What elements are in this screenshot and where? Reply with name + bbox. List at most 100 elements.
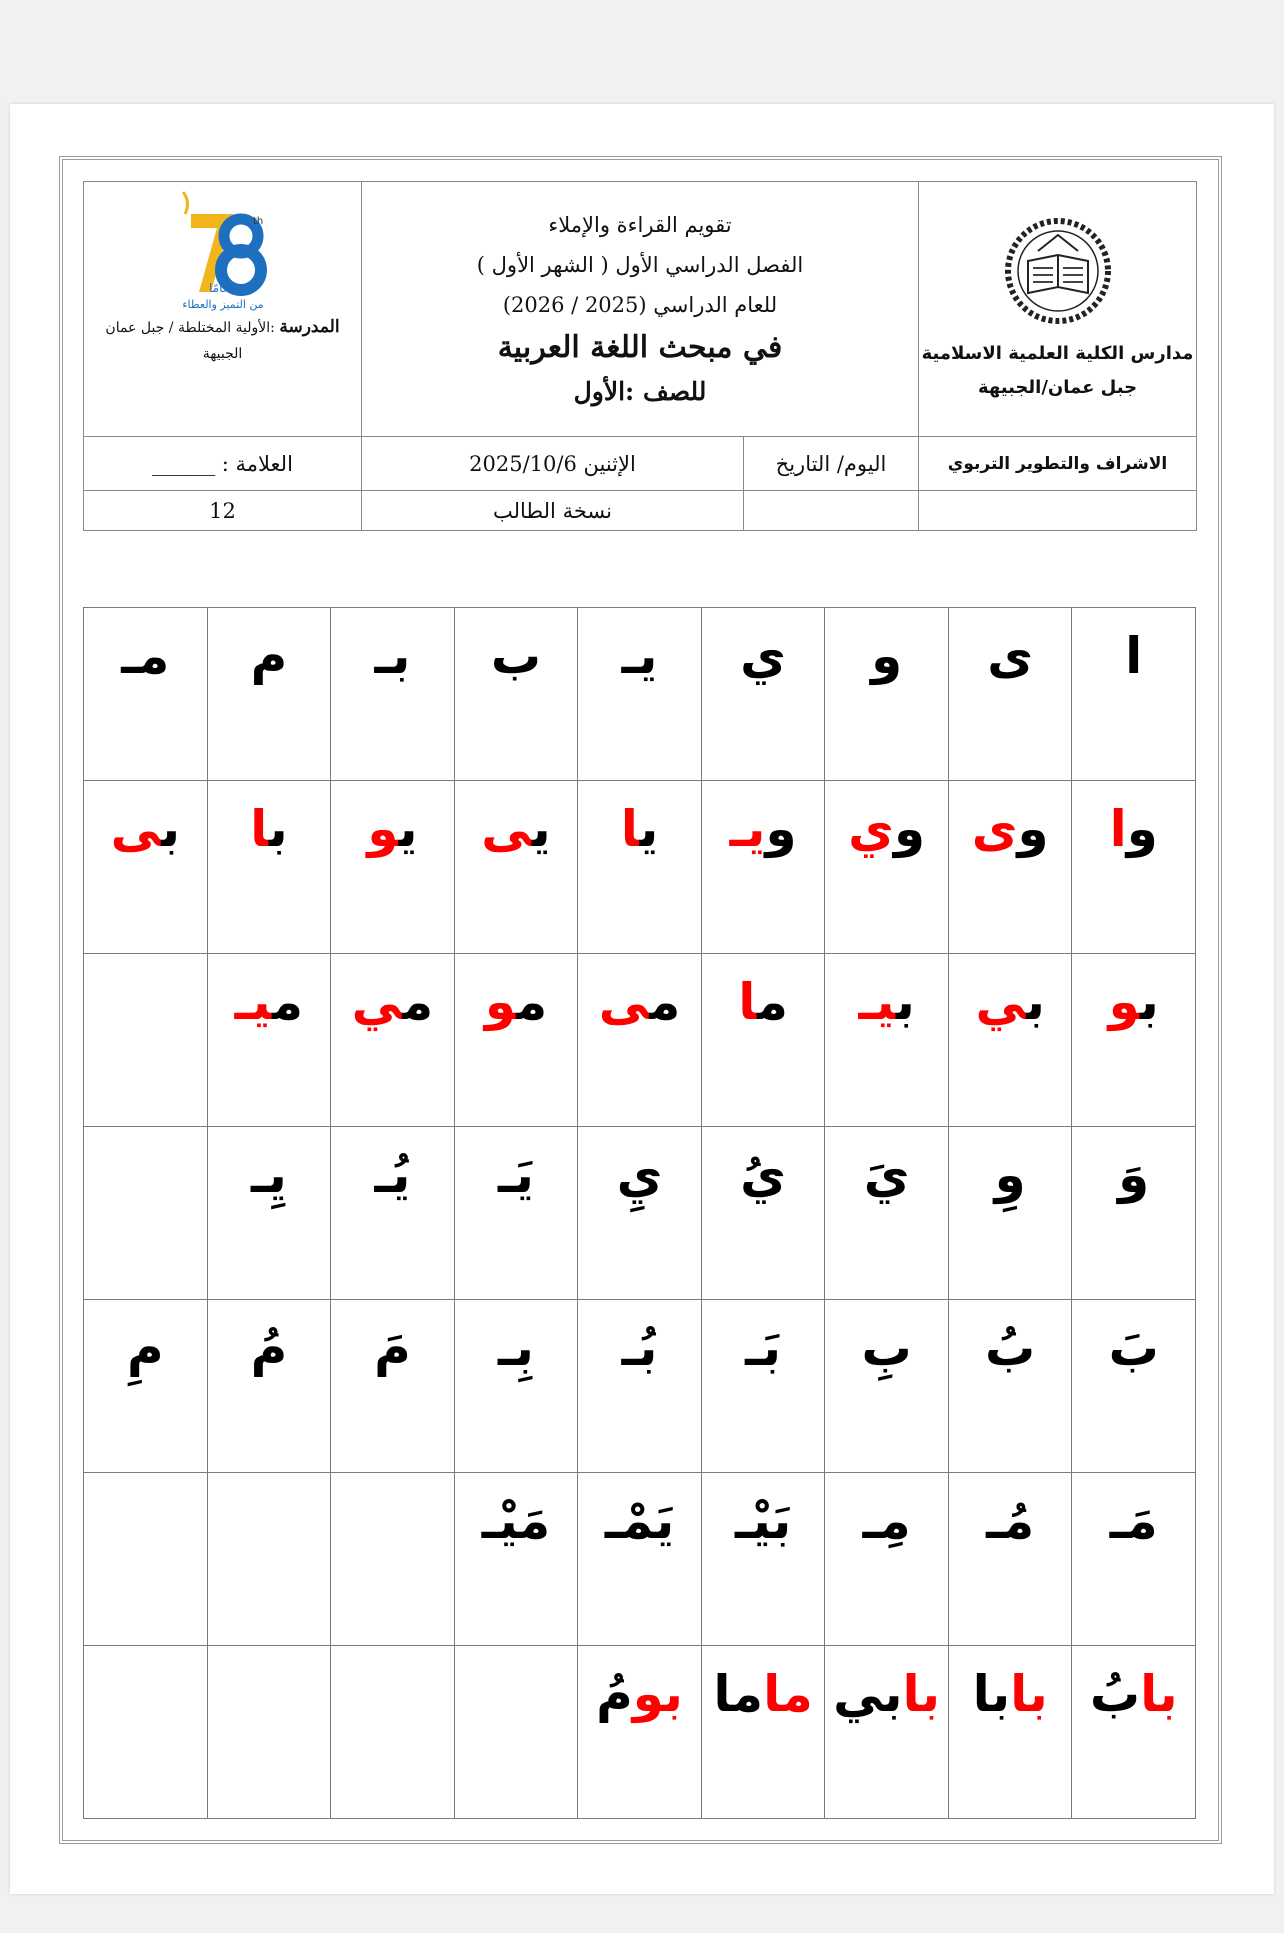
letter: مِـ (862, 1492, 911, 1550)
school-name: المدرسة :الأولية المختلطة / جبل عمان الج… (84, 314, 361, 367)
grid-cell: مَيْـ (453, 1472, 579, 1646)
highlighted-letter: با (1010, 1665, 1048, 1723)
letter: و (894, 800, 926, 858)
highlighted-letter: با (902, 1665, 941, 1723)
grade-title: للصف :الأول (573, 377, 707, 406)
letter: و (765, 800, 797, 858)
letter: ى (987, 627, 1034, 685)
letter: بُـ (621, 1319, 658, 1377)
title-line-1: تقويم القراءة والإملاء (548, 213, 732, 237)
grid-cell: يا (577, 780, 702, 954)
grid-cell: يـ (577, 607, 702, 781)
grid-cell: بابُ (1071, 1645, 1196, 1819)
grid-cell: ماما (700, 1645, 826, 1819)
letter: بي (833, 1665, 903, 1723)
grid-row: مَـ مُـ مِـ بَيْـ يَمْـ مَيْـ (83, 1472, 1196, 1646)
letter: ي (639, 800, 659, 858)
grid-cell (330, 1472, 455, 1646)
empty-cell (918, 490, 1197, 531)
mark-cell: العلامة : ______ (83, 436, 362, 491)
letter: م (756, 973, 788, 1031)
school-label: المدرسة (279, 317, 340, 337)
grid-cell: مِ (83, 1299, 208, 1473)
letters-grid: ا ى و ي يـ ب بـ م مـ وا وى وي ويـ يا يى يو با بى بو بي بيـ ما… (83, 607, 1196, 1819)
grid-cell: بِـ (453, 1299, 579, 1473)
grid-cell: ميـ (206, 953, 332, 1127)
grid-cell: يَـ (453, 1126, 579, 1300)
institution-line-1: مدارس الكلية العلمية الاسلامية (921, 343, 1194, 364)
grid-cell: يى (453, 780, 579, 954)
letter: يُـ (374, 1146, 411, 1204)
subject-title: في مبحث اللغة العربية (497, 330, 783, 365)
letter: يُ (740, 1146, 786, 1204)
letter: ب (161, 800, 180, 858)
letter: ب (895, 973, 915, 1031)
letter: با (972, 1665, 1011, 1723)
grid-cell: ب (453, 607, 579, 781)
letter: ي (740, 627, 786, 685)
letter: ي (531, 800, 551, 858)
grid-cell: مَ (330, 1299, 455, 1473)
letter: ب (490, 627, 542, 685)
grid-cell: بابا (947, 1645, 1073, 1819)
title-line-3: للعام الدراسي (2025 / 2026) (502, 293, 778, 317)
highlighted-letter: با (1140, 1665, 1178, 1723)
grid-cell: مى (577, 953, 702, 1127)
grid-cell: يَ (824, 1126, 949, 1300)
letter: م (649, 973, 681, 1031)
highlighted-letter: ا (1109, 800, 1127, 858)
institution-line-2: جبل عمان/الجبيهة (977, 377, 1138, 398)
grid-cell: ما (700, 953, 826, 1127)
date-value: الإثنين 2025/10/6 (361, 436, 744, 491)
grid-cell: م (206, 607, 332, 781)
grid-cell: بَـ (700, 1299, 826, 1473)
institution-cell: مدارس الكلية العلمية الاسلامية جبل عمان/… (918, 181, 1197, 437)
letter: ما (713, 1665, 764, 1723)
letter: م (250, 627, 288, 685)
letter: بَيْـ (734, 1492, 792, 1550)
grid-cell: مُـ (947, 1472, 1073, 1646)
grid-cell: و (824, 607, 949, 781)
letter: بُ (1089, 1665, 1141, 1723)
header-table: th عامًا من التميز والعطاء المدرسة :الأو… (83, 181, 1197, 531)
grid-cell: بِ (824, 1299, 949, 1473)
letter: و (1126, 800, 1158, 858)
grid-cell: بو (1071, 953, 1196, 1127)
highlighted-letter: بو (632, 1665, 683, 1723)
letter: مَ (374, 1319, 411, 1377)
date-label: اليوم/ التاريخ (743, 436, 919, 491)
grid-cell (330, 1645, 455, 1819)
mark-blank[interactable]: ______ (152, 451, 216, 476)
page-border (59, 156, 1222, 1844)
department-label: الاشراف والتطوير التربوي (918, 436, 1197, 491)
highlighted-letter: و (367, 800, 399, 858)
letter: مَيْـ (481, 1492, 551, 1550)
mark-value: 12 (83, 490, 362, 531)
grid-cell: مُ (206, 1299, 332, 1473)
letter: ي (398, 800, 418, 858)
highlighted-letter: ا (620, 800, 640, 858)
grid-cell: وَ (1071, 1126, 1196, 1300)
anniversary-logo: th عامًا من التميز والعطاء (84, 184, 361, 314)
letter: مُ (250, 1319, 288, 1377)
letter: بُ (985, 1319, 1036, 1377)
highlighted-letter: ما (763, 1665, 813, 1723)
grid-row: بَ بُ بِ بَـ بُـ بِـ مَ مُ مِ (83, 1299, 1196, 1473)
grid-cell: بَ (1071, 1299, 1196, 1473)
grid-cell: بى (83, 780, 208, 954)
letter: مُـ (986, 1492, 1035, 1550)
grid-cell: يو (330, 780, 455, 954)
letter: وِ (994, 1146, 1026, 1204)
title-line-2: الفصل الدراسي الأول ( الشهر الأول ) (476, 253, 804, 277)
grid-cell (83, 1472, 208, 1646)
letter: يَ (863, 1146, 910, 1204)
highlighted-letter: ى (481, 800, 532, 858)
grid-cell: وي (824, 780, 949, 954)
grid-cell: بيـ (824, 953, 949, 1127)
grid-cell: بومُ (577, 1645, 702, 1819)
grid-cell: ى (947, 607, 1073, 781)
letter: يِ (616, 1146, 663, 1204)
grid-cell: مو (453, 953, 579, 1127)
letter: بِ (861, 1319, 912, 1377)
letter: ا (1125, 627, 1143, 685)
